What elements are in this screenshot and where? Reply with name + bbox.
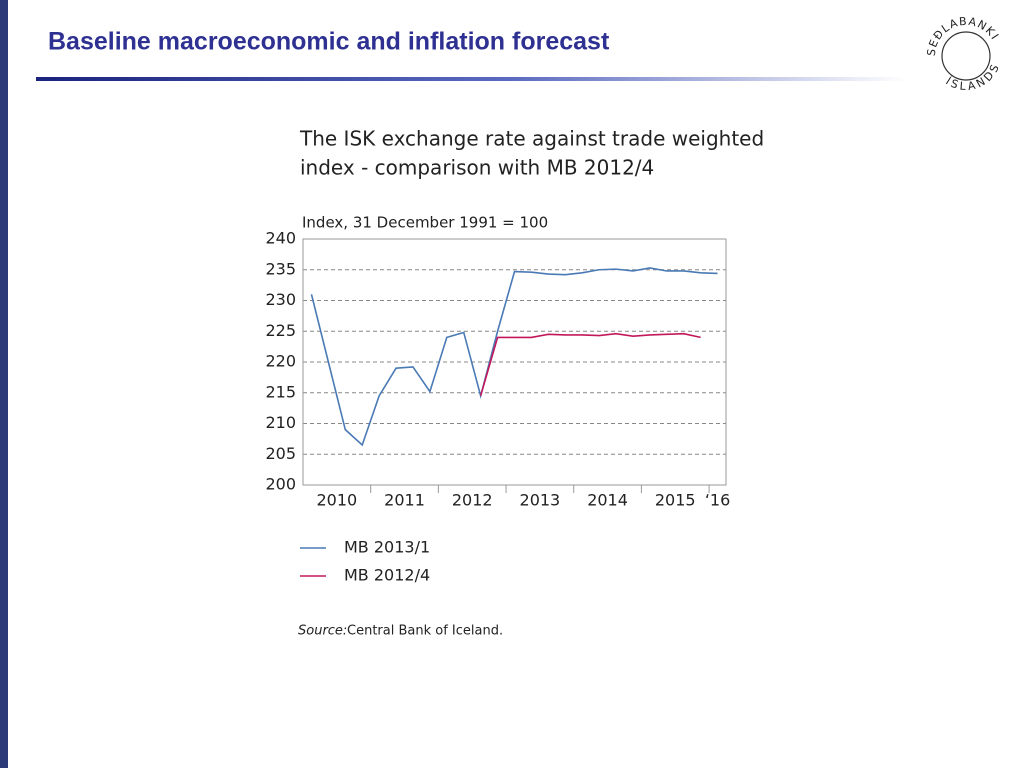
y-tick-label: 210 xyxy=(265,413,296,432)
x-tick-label: 2010 xyxy=(316,491,357,510)
y-tick-label: 230 xyxy=(265,290,296,309)
source-label: Source: xyxy=(298,624,347,639)
y-tick-label: 235 xyxy=(265,259,296,278)
slide-title: Baseline macroeconomic and inflation for… xyxy=(48,28,610,56)
y-tick-label: 220 xyxy=(265,352,296,371)
x-tick-label: 2014 xyxy=(587,491,628,510)
source: Central Bank of Iceland. xyxy=(347,624,503,639)
x-tick-label: 2012 xyxy=(452,491,493,510)
logo: SEÐLABANKI ÍSLANDS xyxy=(925,15,1002,93)
x-tick-label: 2011 xyxy=(384,491,425,510)
logo-text: ÍSLANDS xyxy=(943,61,1002,93)
y-tick-label: 215 xyxy=(265,382,296,401)
chart-title: The ISK exchange rate against trade weig… xyxy=(299,127,764,151)
y-tick-label: 205 xyxy=(265,444,296,463)
logo-bottom: ÍSLANDS xyxy=(943,61,1000,93)
legend-label: MB 2012/4 xyxy=(344,566,430,585)
logo-emblem xyxy=(941,31,991,81)
series-line xyxy=(479,332,701,397)
y-tick-label: 240 xyxy=(265,229,296,248)
plot-frame xyxy=(302,238,727,486)
logo-top: SEÐLABANKI xyxy=(925,15,1000,57)
series-line xyxy=(310,267,718,447)
y-tick-label: 200 xyxy=(265,475,296,494)
x-tick-label: ‘16 xyxy=(705,491,730,510)
left-border xyxy=(0,0,8,768)
logo-text: SEÐLABANKI xyxy=(925,15,1002,57)
title-rule xyxy=(36,77,906,81)
y-axis-label: Index, 31 December 1991 = 100 xyxy=(302,214,548,232)
x-tick-label: 2015 xyxy=(655,491,696,510)
chart-title: index - comparison with MB 2012/4 xyxy=(300,156,654,180)
x-tick-label: 2013 xyxy=(520,491,561,510)
y-tick-label: 225 xyxy=(265,321,296,340)
legend-label: MB 2013/1 xyxy=(344,538,430,557)
